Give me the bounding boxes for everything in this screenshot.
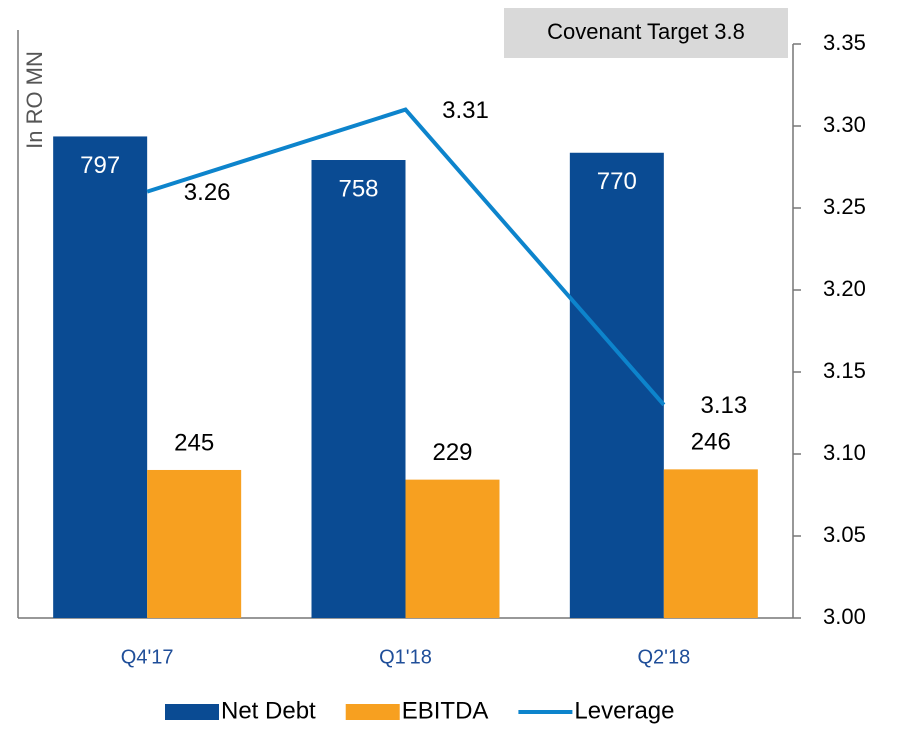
bar: [53, 136, 148, 618]
data-label: 245: [174, 429, 214, 456]
y2-tick-label: 3.25: [823, 194, 866, 219]
data-label: 3.13: [700, 392, 747, 419]
data-label: 246: [691, 429, 731, 456]
legend-swatch: [165, 704, 219, 720]
legend-label: Net Debt: [221, 697, 316, 724]
data-label: 3.31: [442, 97, 489, 124]
bar: [311, 160, 406, 618]
data-label: 229: [432, 439, 472, 466]
y2-tick-label: 3.35: [823, 30, 866, 55]
y2-tick-label: 3.20: [823, 276, 866, 301]
y2-tick-label: 3.10: [823, 440, 866, 465]
y2-tick-label: 3.15: [823, 358, 866, 383]
data-label: 770: [597, 168, 637, 195]
bar: [147, 469, 242, 618]
y2-tick-label: 3.05: [823, 522, 866, 547]
legend-label: EBITDA: [402, 697, 489, 724]
y-axis-label: In RO MN: [22, 51, 47, 149]
x-tick-label: Q1'18: [379, 646, 432, 668]
data-label: 3.26: [184, 179, 231, 206]
line: [146, 107, 666, 407]
y2-tick-label: 3.00: [823, 604, 866, 629]
bar: [405, 479, 500, 618]
annotation: Covenant Target 3.8: [547, 19, 745, 44]
data-label: 797: [80, 152, 120, 179]
y2-tick-label: 3.30: [823, 112, 866, 137]
legend-swatch: [345, 704, 400, 720]
x-tick-label: Q4'17: [121, 646, 174, 668]
bar: [569, 152, 664, 619]
legend-label: Leverage: [574, 697, 674, 724]
x-tick-label: Q2'18: [637, 646, 690, 668]
data-label: 758: [338, 175, 378, 202]
annotation-box: [504, 8, 788, 58]
bar: [663, 469, 758, 618]
